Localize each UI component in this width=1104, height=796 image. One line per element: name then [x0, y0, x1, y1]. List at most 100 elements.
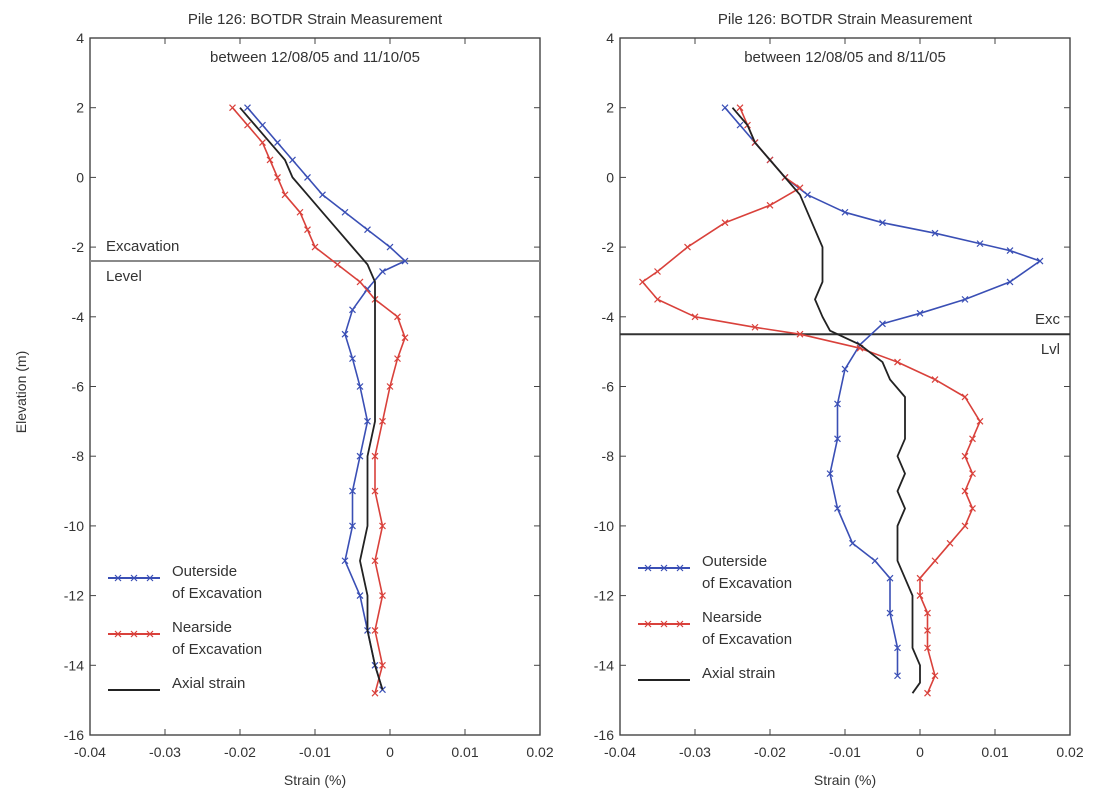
y-tick-label: -4: [72, 309, 85, 325]
series-marker: [401, 257, 409, 265]
x-tick-label: 0: [916, 744, 924, 760]
y-tick-label: -8: [72, 448, 85, 464]
x-tick-label: 0.01: [981, 744, 1008, 760]
series-marker: [364, 226, 371, 234]
x-tick-label: -0.03: [679, 744, 711, 760]
series-marker: [894, 644, 901, 652]
y-tick-label: -16: [594, 727, 614, 743]
x-tick-label: 0.01: [451, 744, 478, 760]
level-annotation: Level: [106, 268, 142, 285]
y-tick-label: -12: [64, 588, 84, 604]
series-marker: [879, 320, 886, 328]
series-marker: [894, 672, 901, 680]
series-marker: [961, 522, 969, 530]
series-marker: [766, 201, 774, 209]
series-marker: [639, 278, 646, 286]
legend-marker: [114, 630, 122, 638]
x-tick-label: -0.03: [149, 744, 181, 760]
series-marker: [356, 278, 364, 286]
series-marker: [364, 285, 371, 293]
series-marker: [886, 609, 894, 617]
series-marker: [691, 313, 699, 321]
series-marker: [386, 243, 394, 251]
x-tick-label: 0.02: [1056, 744, 1083, 760]
series-marker: [841, 208, 849, 216]
series-marker: [931, 557, 939, 565]
series-marker: [379, 417, 386, 425]
legend-label-line2: of Excavation: [702, 575, 792, 592]
x-tick-label: -0.01: [829, 744, 861, 760]
series-line-3: [731, 107, 921, 694]
legend-marker: [130, 574, 138, 582]
series-marker: [1006, 278, 1014, 286]
series-marker: [826, 470, 834, 478]
legend-marker: [146, 630, 154, 638]
series-marker: [371, 452, 379, 460]
legend-label: Outerside: [702, 553, 767, 570]
chart-subtitle: between 12/08/05 and 8/11/05: [744, 49, 946, 66]
series-marker: [871, 557, 879, 565]
legend-marker: [660, 620, 668, 628]
series-marker: [916, 574, 924, 582]
series-marker: [751, 323, 759, 331]
series-marker: [274, 173, 281, 181]
y-tick-label: -14: [64, 657, 84, 673]
series-marker: [976, 417, 984, 425]
legend-marker: [644, 564, 652, 572]
series-marker: [654, 268, 661, 275]
y-tick-label: -12: [594, 588, 614, 604]
chart-subtitle: between 12/08/05 and 11/10/05: [210, 49, 420, 66]
series-marker: [244, 121, 251, 129]
series-marker: [894, 358, 901, 366]
series-marker: [931, 229, 939, 237]
series-marker: [961, 295, 969, 303]
x-tick-label: -0.04: [604, 744, 636, 760]
series-marker: [229, 104, 236, 112]
series-marker: [879, 219, 886, 227]
series-marker: [304, 173, 311, 181]
series-marker: [969, 470, 976, 478]
series-marker: [946, 539, 954, 547]
series-marker: [721, 219, 729, 227]
series-marker: [924, 627, 931, 634]
legend-label: Nearside: [172, 619, 232, 636]
series-marker: [281, 191, 289, 199]
series-line-3: [239, 107, 384, 690]
y-tick-label: 0: [76, 169, 84, 185]
series-marker: [259, 139, 266, 146]
legend-marker: [146, 574, 154, 582]
series-marker: [289, 156, 296, 164]
y-tick-label: 2: [606, 100, 614, 116]
series-marker: [341, 330, 349, 338]
legend-label: Axial strain: [702, 665, 775, 682]
y-tick-label: -2: [72, 239, 85, 255]
y-tick-label: 4: [606, 30, 614, 46]
chart-panel-2: Pile 126: BOTDR Strain Measurement betwee…: [594, 11, 1084, 788]
series-marker: [924, 644, 931, 652]
series-marker: [371, 557, 379, 565]
legend-label: Outerside: [172, 563, 237, 580]
series-marker: [379, 522, 386, 530]
legend-marker: [644, 620, 652, 628]
series-marker: [684, 243, 691, 251]
series-marker: [931, 376, 939, 383]
series-marker: [736, 121, 744, 129]
x-axis-label: Strain (%): [814, 772, 876, 788]
chart-title: Pile 126: BOTDR Strain Measurement: [188, 11, 443, 28]
series-marker: [796, 330, 804, 338]
series-marker: [379, 592, 386, 600]
series-marker: [364, 417, 371, 425]
series-marker: [849, 539, 856, 547]
x-tick-label: -0.02: [754, 744, 786, 760]
series-marker: [371, 689, 379, 697]
y-tick-label: -4: [602, 309, 615, 325]
series-marker: [401, 334, 409, 342]
series-marker: [356, 383, 364, 390]
series-marker: [274, 139, 281, 146]
series-marker: [341, 208, 349, 216]
series-marker: [916, 309, 924, 317]
series-marker: [349, 522, 356, 530]
series-marker: [319, 191, 326, 199]
series-marker: [931, 672, 939, 680]
